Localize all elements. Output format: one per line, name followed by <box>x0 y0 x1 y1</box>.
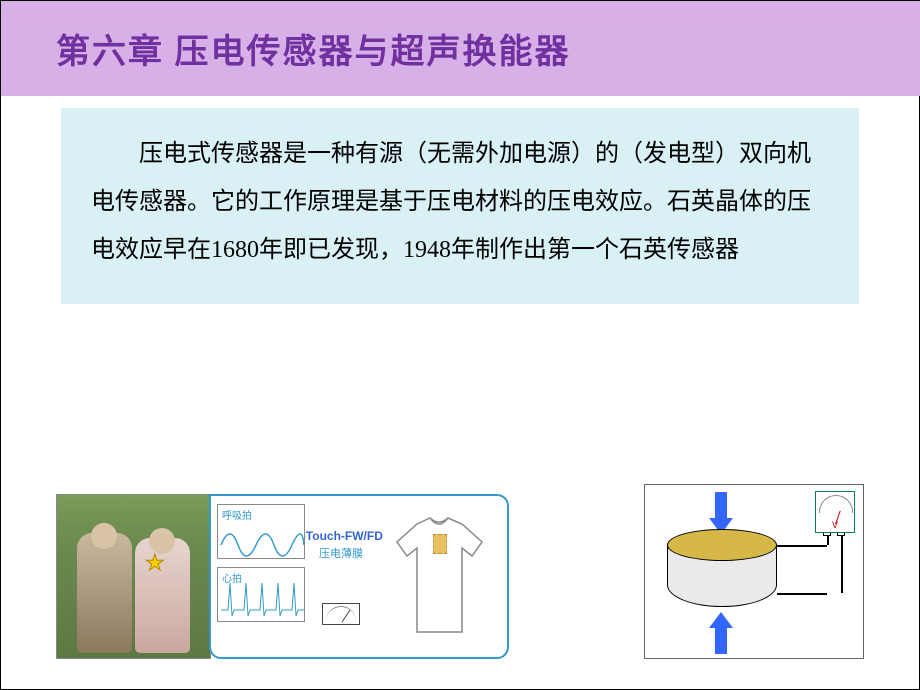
piezo-patch <box>433 534 447 554</box>
tshirt-icon <box>382 512 497 642</box>
chapter-title: 第六章 压电传感器与超声换能器 <box>56 24 571 73</box>
wave-breath: 呼吸拍 <box>217 504 305 559</box>
paragraph-box: 压电式传感器是一种有源（无需外加电源）的（发电型）双向机电传感器。它的工作原理是… <box>61 108 859 304</box>
meter-dial <box>819 495 853 513</box>
cylinder-top <box>667 529 777 561</box>
person-1 <box>77 533 132 653</box>
figure-left: ★ 呼吸拍 心拍 <box>56 494 509 659</box>
mini-meter-icon <box>322 603 360 625</box>
elderly-photo: ★ <box>56 494 211 659</box>
meter-label: V <box>816 520 854 530</box>
slide: 第六章 压电传感器与超声换能器 压电式传感器是一种有源（无需外加电源）的（发电型… <box>0 0 920 690</box>
paragraph-text: 压电式传感器是一种有源（无需外加电源）的（发电型）双向机电传感器。它的工作原理是… <box>91 130 829 274</box>
wire-top <box>777 545 827 547</box>
wave-heart: 心拍 <box>217 567 305 622</box>
callout-panel: 呼吸拍 心拍 eTouch-FW/FD 压电薄膜 <box>209 494 509 659</box>
figure-row: ★ 呼吸拍 心拍 <box>56 484 864 659</box>
star-marker: ★ <box>145 550 165 576</box>
voltmeter: V <box>815 491 855 533</box>
film-label: 压电薄膜 <box>319 545 363 561</box>
wire-v-right <box>841 535 843 593</box>
wave-column: 呼吸拍 心拍 <box>211 496 311 657</box>
title-bar: 第六章 压电传感器与超声换能器 <box>1 1 920 96</box>
figure-right: V <box>644 484 864 659</box>
wave-breath-label: 呼吸拍 <box>222 507 252 522</box>
wire-v-left <box>827 535 829 545</box>
wave-heart-label: 心拍 <box>222 570 242 585</box>
callout-mid: eTouch-FW/FD 压电薄膜 <box>311 496 371 657</box>
wire-bottom <box>777 593 827 595</box>
tshirt-panel <box>371 496 507 657</box>
